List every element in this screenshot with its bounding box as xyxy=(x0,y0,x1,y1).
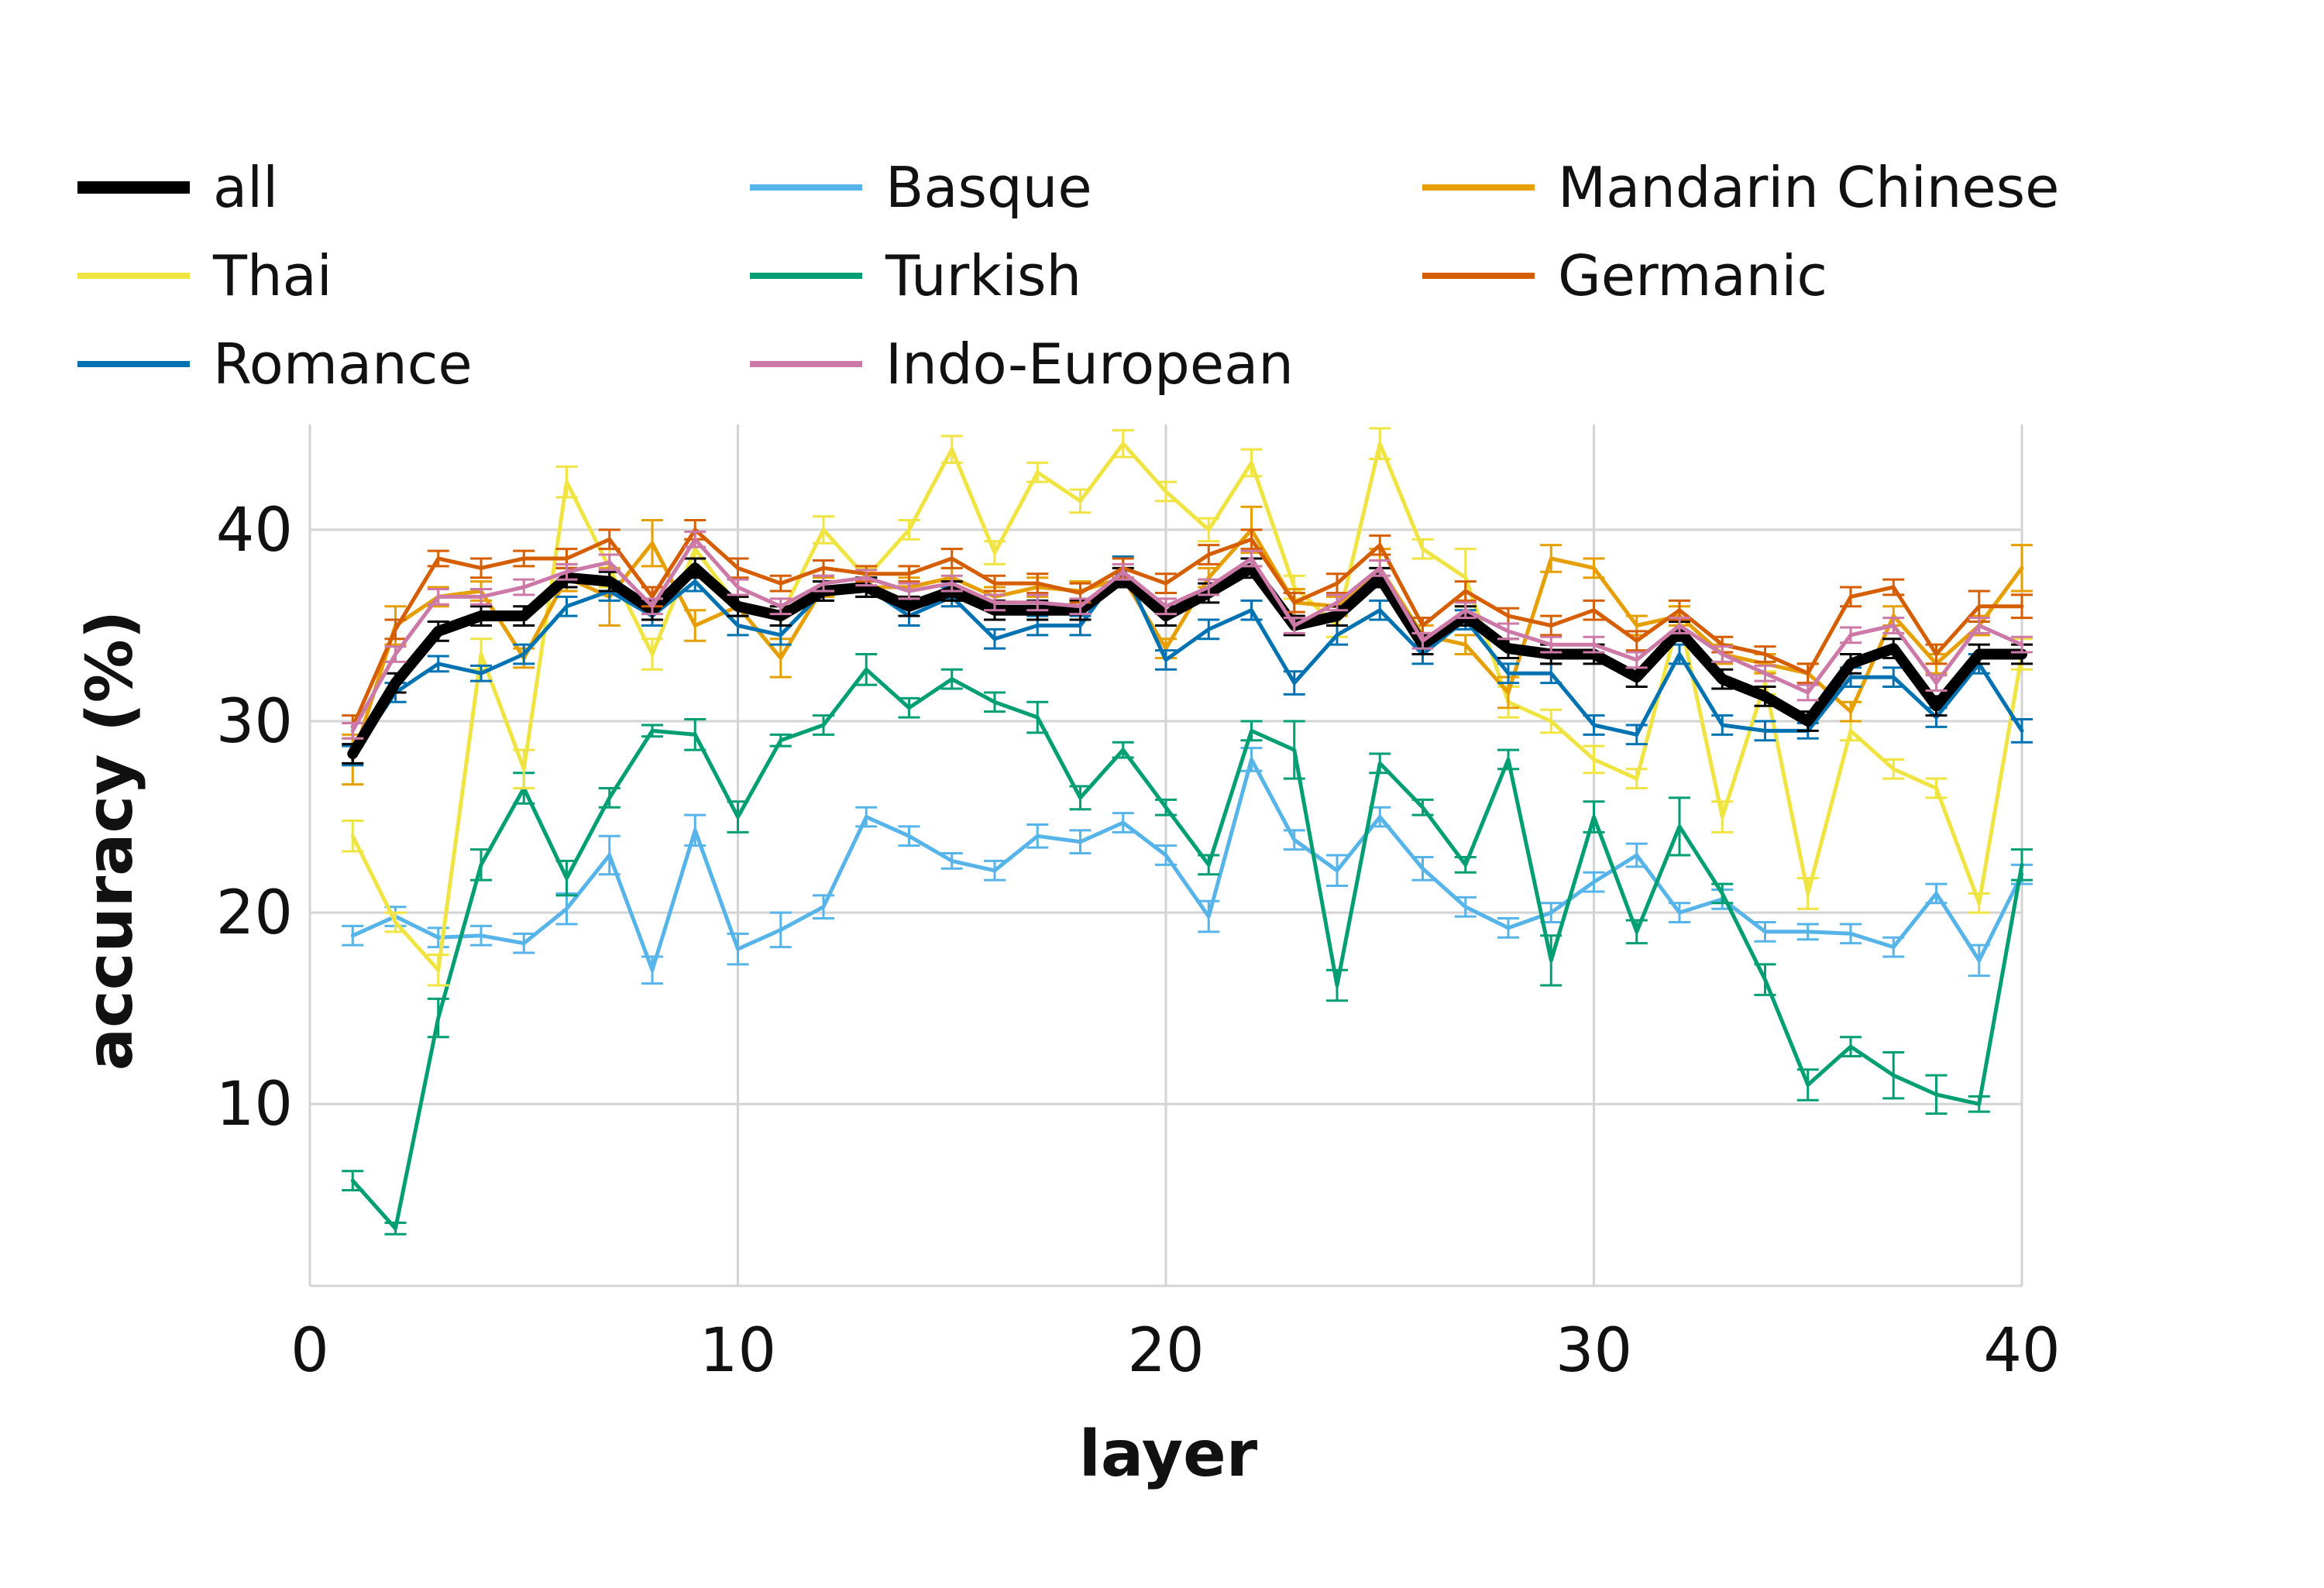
x-axis-title: layer xyxy=(1079,1418,1258,1491)
legend: all Basque Mandarin Chinese Thai Turkish Germ… xyxy=(77,155,2059,397)
x-tick-label: 0 xyxy=(290,1316,329,1386)
series-indo-european xyxy=(342,530,2033,740)
legend-label: Germanic xyxy=(1558,243,1827,308)
y-tick-label: 20 xyxy=(216,878,293,948)
x-tick-label: 30 xyxy=(1556,1316,1632,1386)
series-basque xyxy=(342,747,2033,985)
legend-item-mandarin-chinese: Mandarin Chinese xyxy=(1422,155,2059,220)
legend-label: Romance xyxy=(213,332,473,397)
data-series xyxy=(342,427,2033,1236)
legend-label: Turkish xyxy=(885,243,1081,308)
legend-label: Mandarin Chinese xyxy=(1558,155,2059,220)
legend-label: Thai xyxy=(212,243,332,308)
series-line xyxy=(350,667,2024,1231)
legend-item-indo-european: Indo-European xyxy=(750,332,1294,397)
series-line xyxy=(350,757,2024,972)
series-line xyxy=(347,562,2027,759)
y-axis-title: accuracy (%) xyxy=(74,610,147,1071)
x-tick-label: 10 xyxy=(700,1316,776,1386)
legend-item-turkish: Turkish xyxy=(750,243,1081,308)
legend-label: Indo-European xyxy=(885,332,1294,397)
legend-item-basque: Basque xyxy=(750,155,1092,220)
x-tick-label: 40 xyxy=(1983,1316,2060,1386)
series-line xyxy=(350,528,2024,729)
legend-item-all: all xyxy=(77,155,278,220)
series-line xyxy=(350,537,2024,733)
axes: 0 10 20 30 40 10 20 30 40 xyxy=(216,424,2061,1386)
series-turkish xyxy=(342,653,2033,1236)
legend-label: Basque xyxy=(885,155,1092,220)
legend-item-thai: Thai xyxy=(77,243,332,308)
legend-label: all xyxy=(213,155,278,220)
series-line xyxy=(350,565,2024,758)
legend-item-romance: Romance xyxy=(77,332,473,397)
legend-item-germanic: Germanic xyxy=(1422,243,1827,308)
y-tick-label: 40 xyxy=(216,496,293,565)
y-tick-label: 30 xyxy=(216,687,293,757)
series-line xyxy=(350,442,2024,972)
y-tick-label: 10 xyxy=(216,1070,293,1139)
x-tick-label: 20 xyxy=(1127,1316,1204,1386)
